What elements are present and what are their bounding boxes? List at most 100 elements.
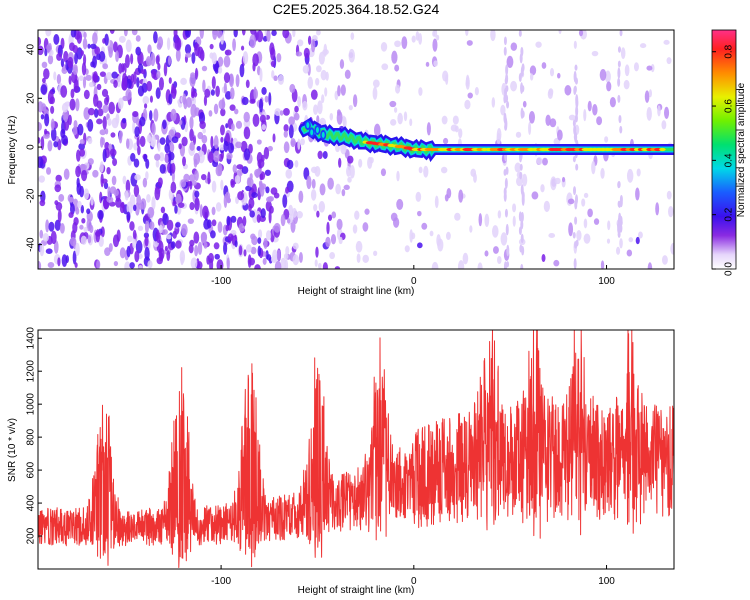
noise-cell <box>125 138 130 149</box>
noise-cell <box>79 148 86 157</box>
noise-cell <box>76 31 83 44</box>
noise-cell <box>86 208 91 215</box>
noise-cell <box>666 190 672 200</box>
noise-cell <box>109 201 116 207</box>
noise-cell <box>478 213 483 227</box>
noise-cell <box>257 237 262 244</box>
noise-cell <box>294 105 299 113</box>
noise-cell <box>137 145 141 156</box>
noise-cell <box>190 103 197 118</box>
y-tick-label: -40 <box>26 237 37 252</box>
noise-cell <box>155 55 160 65</box>
noise-cell <box>604 70 611 83</box>
noise-cell <box>325 71 329 81</box>
snr-y-label: SNR (10 * v/v) <box>7 418 18 482</box>
noise-cell <box>225 224 230 232</box>
noise-cell <box>38 175 46 183</box>
noise-cell <box>541 254 546 263</box>
noise-cell <box>96 100 103 109</box>
noise-cell <box>64 101 72 107</box>
noise-cell <box>617 218 621 227</box>
colorbar-tick-label: 0.0 <box>724 262 735 276</box>
noise-cell <box>162 213 169 226</box>
noise-cell <box>40 190 46 203</box>
noise-cell <box>83 226 88 233</box>
noise-cell <box>492 246 499 254</box>
noise-cell <box>298 251 303 263</box>
noise-cell <box>130 152 136 162</box>
noise-cell <box>558 30 562 35</box>
noise-cell <box>618 114 622 124</box>
noise-cell <box>298 190 304 203</box>
noise-cell <box>433 60 438 67</box>
noise-cell <box>188 244 194 254</box>
noise-cell <box>668 205 674 218</box>
noise-cell <box>547 89 553 99</box>
noise-cell <box>191 52 196 64</box>
noise-cell <box>655 202 660 216</box>
noise-cell <box>617 77 621 87</box>
noise-cell <box>151 122 156 136</box>
noise-cell <box>310 38 316 53</box>
noise-cell <box>46 167 52 175</box>
noise-cell <box>121 117 127 124</box>
noise-cell <box>104 33 109 46</box>
noise-cell <box>144 235 149 247</box>
noise-cell <box>38 122 42 132</box>
noise-cell <box>514 162 522 173</box>
noise-cell <box>154 186 161 201</box>
noise-cell <box>193 231 200 244</box>
noise-cell <box>98 50 106 62</box>
noise-cell <box>280 214 286 227</box>
noise-cell <box>531 191 539 200</box>
noise-cell <box>395 84 401 94</box>
noise-cell <box>190 257 198 269</box>
noise-cell <box>327 214 333 221</box>
noise-cell <box>288 204 294 217</box>
noise-cell <box>338 157 342 168</box>
noise-cell <box>142 177 148 188</box>
noise-cell <box>191 86 195 99</box>
noise-cell <box>315 77 320 86</box>
noise-cell <box>372 79 380 88</box>
noise-cell <box>297 39 304 47</box>
noise-cell <box>543 200 551 213</box>
noise-cell <box>170 241 176 249</box>
noise-cell <box>39 229 44 239</box>
noise-cell <box>248 203 252 212</box>
noise-cell <box>160 206 166 214</box>
noise-cell <box>184 44 192 55</box>
noise-cell <box>144 220 149 234</box>
noise-cell <box>166 250 171 262</box>
noise-cell <box>283 253 289 260</box>
noise-cell <box>48 221 55 232</box>
noise-cell <box>503 191 507 202</box>
noise-cell <box>572 231 576 239</box>
noise-cell <box>167 55 172 66</box>
noise-cell <box>624 64 630 77</box>
y-tick-label: 1000 <box>26 393 37 416</box>
noise-cell <box>277 74 285 85</box>
noise-cell <box>241 96 249 106</box>
noise-cell <box>125 39 132 53</box>
noise-cell <box>134 250 140 263</box>
noise-cell <box>132 204 137 212</box>
snr-series-line <box>38 330 674 568</box>
noise-cell <box>465 74 470 85</box>
snr-x-label: Height of straight line (km) <box>298 585 415 596</box>
noise-cell <box>242 215 247 227</box>
noise-cell <box>318 51 325 65</box>
noise-cell <box>164 154 169 164</box>
noise-cell <box>503 94 507 104</box>
noise-cell <box>306 175 312 190</box>
noise-cell <box>520 263 524 269</box>
noise-cell <box>206 219 212 229</box>
noise-cell <box>41 61 48 69</box>
noise-cell <box>259 68 263 82</box>
noise-cell <box>512 215 516 227</box>
noise-cell <box>445 231 451 241</box>
noise-cell <box>40 114 45 120</box>
noise-cell <box>322 262 328 269</box>
noise-cell <box>126 201 133 215</box>
